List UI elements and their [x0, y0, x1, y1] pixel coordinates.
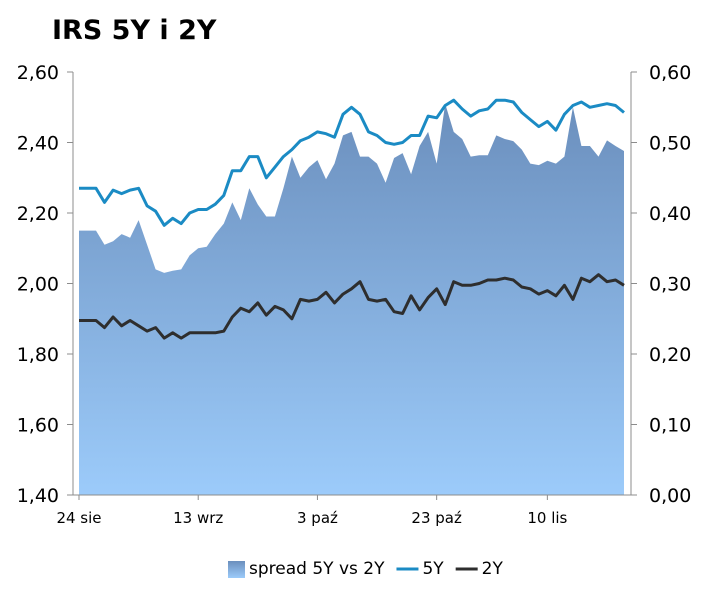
right-tick-label: 0,20: [649, 344, 691, 366]
right-tick-label: 0,60: [649, 62, 691, 84]
legend-swatch-spread: [228, 561, 245, 578]
left-tick-label: 1,60: [17, 415, 59, 437]
legend-label: 2Y: [482, 559, 504, 579]
right-tick-label: 0,40: [649, 203, 691, 225]
legend: spread 5Y vs 2Y 5Y 2Y: [228, 559, 503, 579]
legend-label: spread 5Y vs 2Y: [249, 559, 385, 579]
right-tick-label: 0,10: [649, 415, 691, 437]
right-axis: 0,00 0,10 0,20 0,30 0,40 0,50 0,60: [630, 62, 691, 507]
right-tick-label: 0,00: [649, 485, 691, 507]
left-tick-label: 1,80: [17, 344, 59, 366]
legend-label: 5Y: [422, 559, 444, 579]
left-tick-label: 2,20: [17, 203, 59, 225]
right-tick-label: 0,30: [649, 274, 691, 296]
left-tick-label: 2,40: [17, 133, 59, 155]
right-tick-label: 0,50: [649, 133, 691, 155]
x-tick-label: 13 wrz: [173, 509, 223, 527]
x-tick-label: 24 sie: [56, 509, 101, 527]
left-tick-label: 2,60: [17, 62, 59, 84]
left-tick-label: 1,40: [17, 485, 59, 507]
chart-title: IRS 5Y i 2Y: [52, 15, 217, 46]
x-tick-label: 10 lis: [527, 509, 567, 527]
x-axis: 24 sie 13 wrz 3 paź 23 paź 10 lis: [56, 494, 631, 527]
x-tick-label: 3 paź: [297, 509, 338, 527]
x-tick-label: 23 paź: [411, 509, 462, 527]
series-line-2y: [79, 273, 625, 340]
left-tick-label: 2,00: [17, 274, 59, 296]
plot-area: [79, 98, 625, 495]
series-line-5y: [79, 98, 625, 227]
spread-area: [79, 103, 624, 495]
left-axis: 1,40 1,60 1,80 2,00 2,20 2,40 2,60: [17, 62, 74, 507]
